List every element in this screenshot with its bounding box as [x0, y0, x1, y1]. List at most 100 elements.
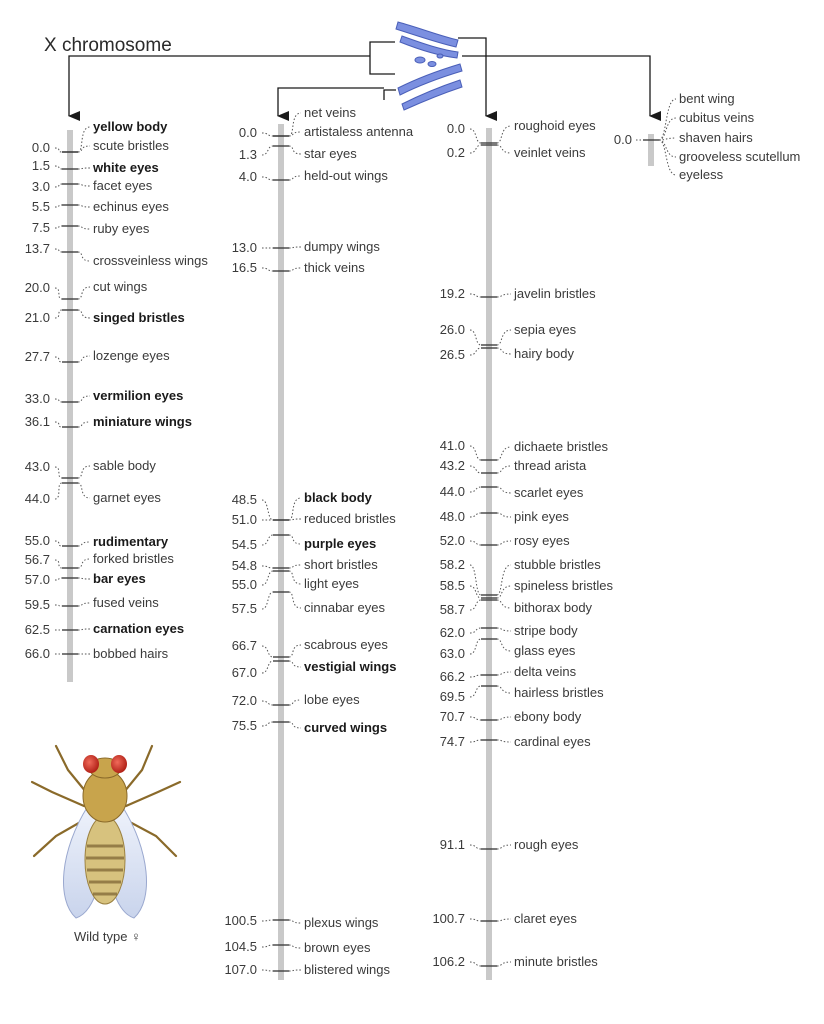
gene-leader	[77, 421, 91, 428]
gene-leader	[77, 225, 91, 230]
gene-name: carnation eyes	[93, 621, 184, 636]
gene-name: scabrous eyes	[304, 637, 388, 652]
position-leader	[54, 165, 63, 170]
locus-position: 69.5	[440, 689, 465, 704]
gene-name: black body	[304, 490, 373, 505]
gene-leader	[77, 558, 91, 569]
gene-leader	[496, 638, 512, 652]
position-leader	[261, 132, 274, 137]
position-leader	[54, 540, 63, 547]
locus-position: 63.0	[440, 646, 465, 661]
position-leader	[469, 540, 482, 546]
gene-name: ruby eyes	[93, 221, 150, 236]
position-leader	[469, 585, 482, 599]
position-leader	[261, 700, 274, 706]
fruit-fly-illustration	[30, 744, 182, 919]
locus-position: 58.7	[440, 602, 465, 617]
locus-position: 100.5	[224, 913, 257, 928]
gene-name: glass eyes	[514, 643, 576, 658]
gene-leader	[77, 395, 91, 403]
position-leader	[261, 570, 274, 586]
chromosome-connectors	[68, 37, 661, 121]
gene-leader	[496, 961, 512, 967]
position-leader	[469, 329, 482, 346]
locus-position: 33.0	[25, 391, 50, 406]
locus-position: 7.5	[32, 220, 50, 235]
position-leader	[469, 445, 482, 461]
gene-leader	[658, 117, 677, 141]
gene-name: fused veins	[93, 595, 159, 610]
position-leader	[469, 627, 482, 634]
gene-name: pink eyes	[514, 509, 569, 524]
gene-name: bent wing	[679, 91, 735, 106]
locus-position: 58.5	[440, 578, 465, 593]
linkage-maps: yellow body 0.0 scute bristles white eyes 1.…	[25, 91, 800, 980]
gene-leader	[496, 685, 512, 694]
position-leader	[261, 660, 274, 674]
gene-name: held-out wings	[304, 168, 388, 183]
gene-leader	[496, 329, 512, 346]
locus-position: 51.0	[232, 512, 257, 527]
gene-name: short bristles	[304, 557, 378, 572]
position-leader	[54, 225, 63, 229]
gene-name: veinlet veins	[514, 145, 586, 160]
locus-position: 0.0	[32, 140, 50, 155]
locus-position: 70.7	[440, 709, 465, 724]
position-leader	[54, 147, 63, 153]
position-leader	[54, 287, 63, 300]
gene-leader	[288, 534, 302, 545]
locus-position: 0.0	[239, 125, 257, 140]
position-leader	[261, 591, 274, 610]
gene-name: grooveless scutellum	[679, 149, 800, 164]
position-leader	[54, 398, 63, 403]
gene-name: dumpy wings	[304, 239, 380, 254]
gene-name: ebony body	[514, 709, 582, 724]
position-leader	[469, 599, 482, 611]
gene-leader	[77, 602, 91, 607]
gene-name: eyeless	[679, 167, 724, 182]
chromosome-bar	[278, 124, 284, 980]
gene-leader	[496, 293, 512, 298]
locus-position: 48.0	[440, 509, 465, 524]
locus-position: 66.0	[25, 646, 50, 661]
position-leader	[261, 645, 274, 658]
position-leader	[469, 486, 482, 493]
gene-leader	[288, 591, 302, 609]
gene-leader	[288, 112, 302, 137]
locus-position: 66.7	[232, 638, 257, 653]
gene-leader	[288, 267, 302, 272]
gene-leader	[288, 570, 302, 585]
position-leader	[469, 512, 482, 518]
gene-name: facet eyes	[93, 178, 153, 193]
gene-leader	[77, 126, 91, 153]
gene-leader	[496, 144, 512, 154]
gene-leader	[77, 465, 91, 479]
gene-leader	[496, 512, 512, 518]
gene-leader	[496, 844, 512, 850]
position-leader	[469, 144, 482, 154]
gene-name: vermilion eyes	[93, 388, 183, 403]
gene-name: rosy eyes	[514, 533, 570, 548]
position-leader	[54, 356, 63, 363]
position-leader	[54, 183, 63, 188]
locus-position: 44.0	[440, 484, 465, 499]
gene-name: scute bristles	[93, 138, 169, 153]
gene-leader	[496, 918, 512, 922]
position-leader	[469, 844, 482, 850]
position-leader	[261, 267, 274, 272]
chromosome-bar	[648, 134, 654, 166]
gene-name: sable body	[93, 458, 156, 473]
locus-position: 0.0	[614, 132, 632, 147]
gene-leader	[77, 309, 91, 319]
locus-position: 72.0	[232, 693, 257, 708]
locus-position: 1.3	[239, 147, 257, 162]
position-leader	[469, 638, 482, 655]
locus-position: 43.2	[440, 458, 465, 473]
locus-position: 55.0	[25, 533, 50, 548]
gene-name: shaven hairs	[679, 130, 753, 145]
gene-leader	[77, 167, 91, 170]
gene-leader	[496, 585, 512, 599]
gene-name: curved wings	[304, 720, 387, 735]
locus-position: 57.0	[25, 572, 50, 587]
